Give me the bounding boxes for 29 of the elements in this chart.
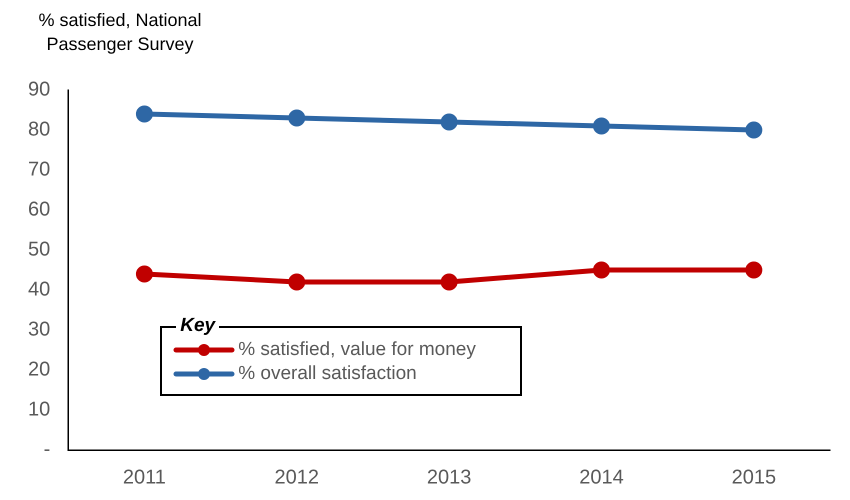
point	[136, 266, 153, 282]
point	[288, 110, 306, 126]
x-tick-label: 2011	[122, 466, 166, 489]
y-tick-label: 70	[28, 158, 50, 181]
y-tick-label: 20	[28, 358, 50, 381]
point	[288, 274, 306, 290]
legend-title: Key	[176, 315, 220, 337]
y-tick-label: -	[44, 438, 50, 461]
point	[440, 274, 458, 290]
x-tick-label: 2014	[579, 466, 624, 489]
x-tick-label: 2015	[732, 466, 776, 489]
y-tick-label: 90	[28, 78, 50, 101]
y-tick-label: 10	[28, 398, 50, 421]
y-tick-label: 50	[28, 238, 50, 261]
point	[592, 118, 610, 134]
y-tick-label: 60	[28, 198, 50, 221]
x-tick-label: 2013	[426, 466, 472, 489]
point	[745, 262, 762, 278]
point	[136, 106, 153, 122]
y-tick-label: 80	[28, 118, 50, 141]
point	[440, 114, 458, 130]
legend-label: % overall satisfaction	[238, 363, 417, 385]
x-tick-label: 2012	[274, 466, 320, 489]
point	[745, 122, 762, 138]
y-tick-label: 40	[28, 278, 50, 301]
legend-label: % satisfied, value for money	[238, 339, 476, 361]
y-axis-title: % satisfied, National Passenger Survey	[37, 9, 203, 56]
y-tick-label: 30	[28, 318, 50, 341]
point	[592, 262, 610, 278]
